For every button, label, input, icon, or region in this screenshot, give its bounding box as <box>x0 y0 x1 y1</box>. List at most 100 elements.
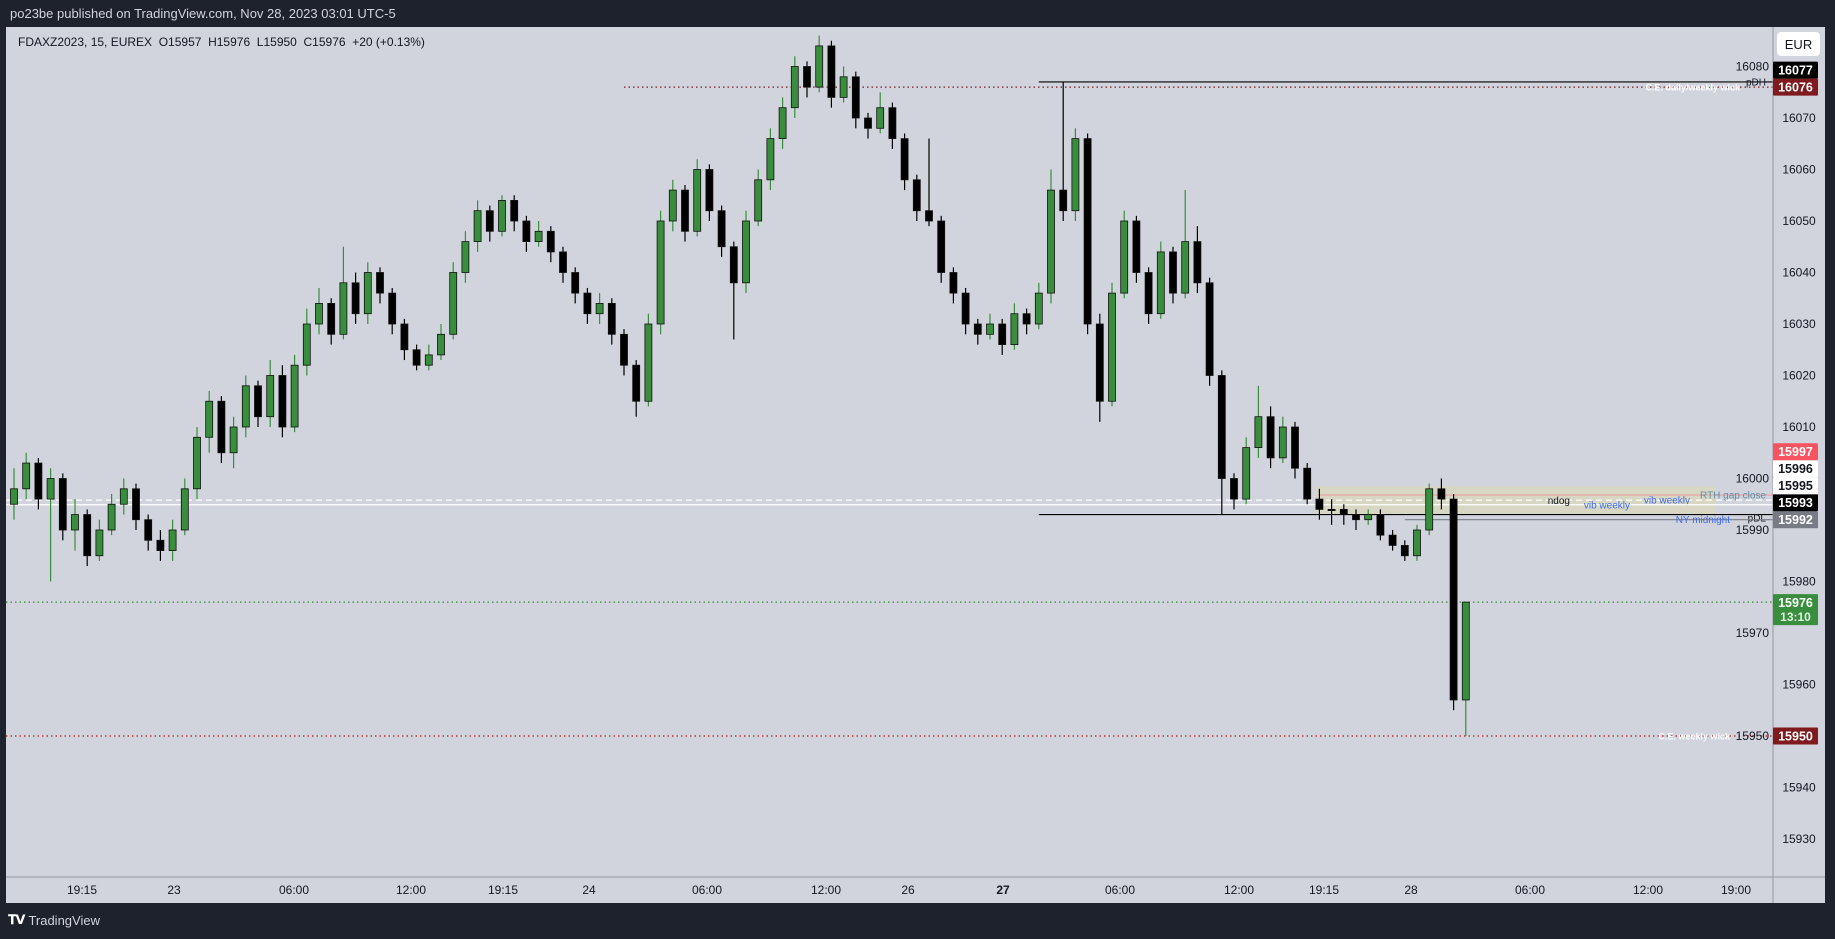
candle-up <box>437 333 445 356</box>
time-tick-label: 27 <box>996 883 1010 897</box>
candle-up <box>315 302 323 325</box>
price-badge <box>1773 477 1818 495</box>
candle-down <box>1169 251 1177 294</box>
level-label: C.E. daily/weekly wick <box>1645 83 1741 93</box>
candle-up <box>595 302 604 315</box>
price-badge <box>1773 594 1818 626</box>
price-badge-label: 15993 <box>1778 496 1813 510</box>
candle-down <box>144 519 153 541</box>
candle-down <box>912 179 921 212</box>
time-tick-label: 19:00 <box>1721 883 1751 897</box>
level-label: vib weekly <box>1644 496 1690 507</box>
price-tick-label: 15980 <box>1782 575 1816 589</box>
level-label: NY midnight <box>1676 515 1731 526</box>
candle-up <box>95 529 104 557</box>
candle-down <box>1022 313 1031 325</box>
candle-down <box>1230 478 1238 500</box>
price-badge <box>1773 460 1818 478</box>
candle-down <box>1303 467 1312 500</box>
candle-down <box>681 189 689 232</box>
candle-up <box>205 400 214 438</box>
candle-down <box>998 323 1007 346</box>
price-tick-label: 15940 <box>1782 781 1816 795</box>
price-tick-label: 16000 <box>1736 472 1770 486</box>
candle-up <box>742 220 750 284</box>
candle-up <box>241 385 250 428</box>
price-badge-label: 15976 <box>1778 596 1813 610</box>
level-label: pDL <box>1748 514 1767 525</box>
time-tick-label: 06:00 <box>279 883 309 897</box>
publish-info: po23be published on TradingView.com, Nov… <box>10 6 396 21</box>
candle-up <box>46 478 55 500</box>
time-tick-label: 28 <box>1404 883 1418 897</box>
price-tick-label: 15960 <box>1782 678 1816 692</box>
candle-up <box>473 210 482 242</box>
level-label: C.E. weekly wick <box>1658 732 1731 742</box>
candle-down <box>351 282 360 315</box>
level-label-ndog: ndog <box>1548 496 1570 507</box>
candle-down <box>1095 323 1104 402</box>
price-badge <box>1773 494 1818 512</box>
candle-down <box>522 220 531 243</box>
candle-down <box>925 210 933 222</box>
candle-up <box>339 282 348 335</box>
price-tick-label: 15930 <box>1782 832 1816 846</box>
chart-panel[interactable] <box>6 27 1825 903</box>
price-badge-label: 15995 <box>1778 479 1813 493</box>
price-tick-label: 16010 <box>1782 420 1816 434</box>
price-tick-label: 16080 <box>1736 60 1770 74</box>
candle-up <box>424 354 433 366</box>
candle-down <box>961 292 970 325</box>
candle-down <box>34 462 43 500</box>
candle-down <box>156 539 165 551</box>
candle-down <box>1352 514 1360 521</box>
currency-button[interactable]: EUR <box>1777 32 1820 56</box>
candle-up <box>1461 601 1470 701</box>
candle-down <box>1339 508 1348 515</box>
candle-up <box>815 45 824 88</box>
price-badge <box>1773 61 1818 79</box>
candle-down <box>1437 488 1446 500</box>
candle-up <box>693 169 702 232</box>
candle-up <box>1047 189 1055 294</box>
price-tick-label: 16040 <box>1782 266 1816 280</box>
candle-up <box>754 179 763 222</box>
candle-down <box>1132 220 1141 273</box>
time-tick-label: 12:00 <box>1224 883 1254 897</box>
candle-up <box>668 189 677 222</box>
price-badge-label: 15996 <box>1778 462 1813 476</box>
candle-down <box>973 323 982 335</box>
time-tick-label: 23 <box>167 883 181 897</box>
candle-down <box>949 272 958 294</box>
candle-down <box>803 66 811 88</box>
candle-down <box>1376 514 1385 536</box>
price-badge-label: 15950 <box>1778 730 1813 744</box>
candle-down <box>58 478 67 531</box>
candle-up <box>644 323 653 402</box>
candle-up <box>778 107 787 139</box>
candle-up <box>1120 220 1129 294</box>
time-tick-label: 12:00 <box>396 883 426 897</box>
candle-down <box>546 230 555 253</box>
candle-down <box>1388 534 1397 546</box>
candle-down <box>376 272 384 294</box>
price-badge <box>1773 443 1818 461</box>
price-badge-label: 15992 <box>1778 513 1813 527</box>
candle-down <box>1449 498 1458 701</box>
price-tick-label: 16030 <box>1782 317 1816 331</box>
candle-down <box>254 385 262 418</box>
candle-up <box>22 462 31 490</box>
candle-down <box>412 349 421 366</box>
candle-up <box>449 272 458 335</box>
candle-up <box>10 488 18 505</box>
candle-down <box>278 375 287 428</box>
candle-down <box>705 169 714 212</box>
candle-down <box>1193 241 1202 284</box>
candle-up <box>1242 447 1251 500</box>
time-tick-label: 24 <box>582 883 596 897</box>
candle-down <box>400 323 409 351</box>
brand[interactable]: 𝐓𝗩 TradingView <box>8 912 100 928</box>
candle-down <box>1291 426 1299 469</box>
candle-up <box>839 76 848 98</box>
